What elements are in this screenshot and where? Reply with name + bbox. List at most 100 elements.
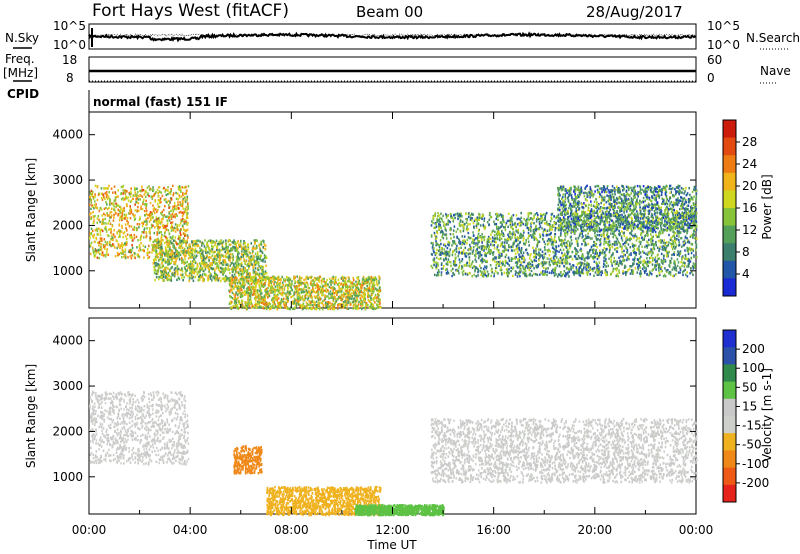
data-cell (310, 308, 313, 311)
data-cell (615, 240, 617, 243)
data-cell (329, 293, 332, 296)
data-cell (203, 260, 206, 264)
data-cell (184, 192, 186, 195)
data-cell (152, 204, 154, 207)
data-cell (97, 248, 100, 252)
data-cell (478, 236, 480, 239)
data-cell (96, 249, 98, 252)
data-cell (288, 283, 291, 286)
data-cell (291, 280, 293, 283)
data-cell (129, 250, 131, 254)
data-cell (562, 217, 564, 220)
data-cell (116, 251, 119, 255)
data-cell (148, 251, 151, 254)
data-cell (296, 275, 298, 278)
data-cell (664, 259, 666, 262)
data-cell (227, 251, 229, 255)
data-cell (159, 266, 162, 269)
data-cell (319, 285, 322, 288)
data-cell (332, 286, 335, 289)
data-cell (197, 244, 200, 248)
data-cell (105, 230, 108, 233)
data-cell (234, 278, 236, 281)
data-cell (552, 243, 555, 247)
data-cell (122, 208, 124, 211)
data-cell (202, 261, 205, 264)
data-cell (159, 254, 162, 257)
data-cell (371, 305, 374, 309)
data-cell (315, 286, 317, 289)
data-cell (371, 293, 373, 297)
data-cell (287, 279, 289, 282)
data-cell (559, 248, 562, 252)
data-cell (579, 274, 582, 277)
data-cell (111, 244, 114, 247)
data-cell (154, 211, 156, 215)
data-cell (317, 276, 319, 280)
data-cell (377, 298, 380, 301)
data-cell (110, 234, 113, 237)
data-cell (258, 305, 261, 309)
data-cell (180, 210, 182, 214)
data-cell (260, 282, 262, 285)
data-cell (285, 303, 287, 306)
data-cell (228, 268, 230, 271)
data-cell (131, 236, 133, 240)
data-cell (108, 206, 110, 209)
data-cell (253, 277, 256, 280)
data-cell (374, 293, 377, 297)
data-cell (581, 268, 583, 271)
data-cell (368, 287, 371, 290)
data-cell (104, 192, 107, 195)
data-cell (315, 295, 318, 298)
data-cell (158, 226, 160, 229)
data-cell (245, 293, 247, 296)
data-cell (332, 277, 335, 281)
data-cell (363, 292, 365, 296)
data-cell (188, 263, 190, 266)
data-cell (370, 302, 373, 305)
data-cell (147, 213, 149, 217)
nsky-ytick-hi: 10^5 (53, 19, 86, 33)
data-cell (355, 280, 357, 283)
data-cell (154, 264, 157, 267)
data-cell (186, 269, 188, 272)
data-cell (344, 278, 347, 281)
data-cell (616, 272, 619, 276)
data-cell (179, 196, 181, 199)
data-cell (187, 202, 189, 205)
data-cell (360, 306, 363, 309)
data-cell (241, 275, 243, 279)
data-cell (172, 256, 175, 260)
data-cell (164, 231, 166, 235)
data-cell (218, 253, 221, 256)
data-cell (143, 236, 145, 239)
data-cell (217, 265, 220, 268)
data-cell (123, 213, 126, 216)
data-cell (343, 283, 345, 286)
data-cell (128, 249, 131, 252)
data-cell (248, 283, 251, 286)
data-cell (596, 246, 598, 249)
data-cell (292, 302, 294, 305)
data-cell (690, 234, 693, 237)
data-cell (231, 261, 234, 264)
data-cell (307, 296, 310, 300)
data-cell (206, 241, 208, 244)
data-cell (119, 216, 121, 220)
data-cell (599, 242, 602, 245)
data-cell (202, 269, 205, 273)
data-cell (508, 245, 510, 248)
data-cell (318, 304, 320, 307)
data-cell (323, 289, 325, 292)
data-cell (201, 259, 203, 262)
data-cell (175, 205, 178, 208)
data-cell (156, 224, 158, 228)
data-cell (267, 302, 269, 306)
data-cell (362, 304, 364, 307)
data-cell (217, 242, 219, 246)
data-cell (215, 239, 218, 242)
data-cell (219, 266, 222, 270)
data-cell (437, 225, 440, 228)
data-cell (176, 266, 179, 269)
